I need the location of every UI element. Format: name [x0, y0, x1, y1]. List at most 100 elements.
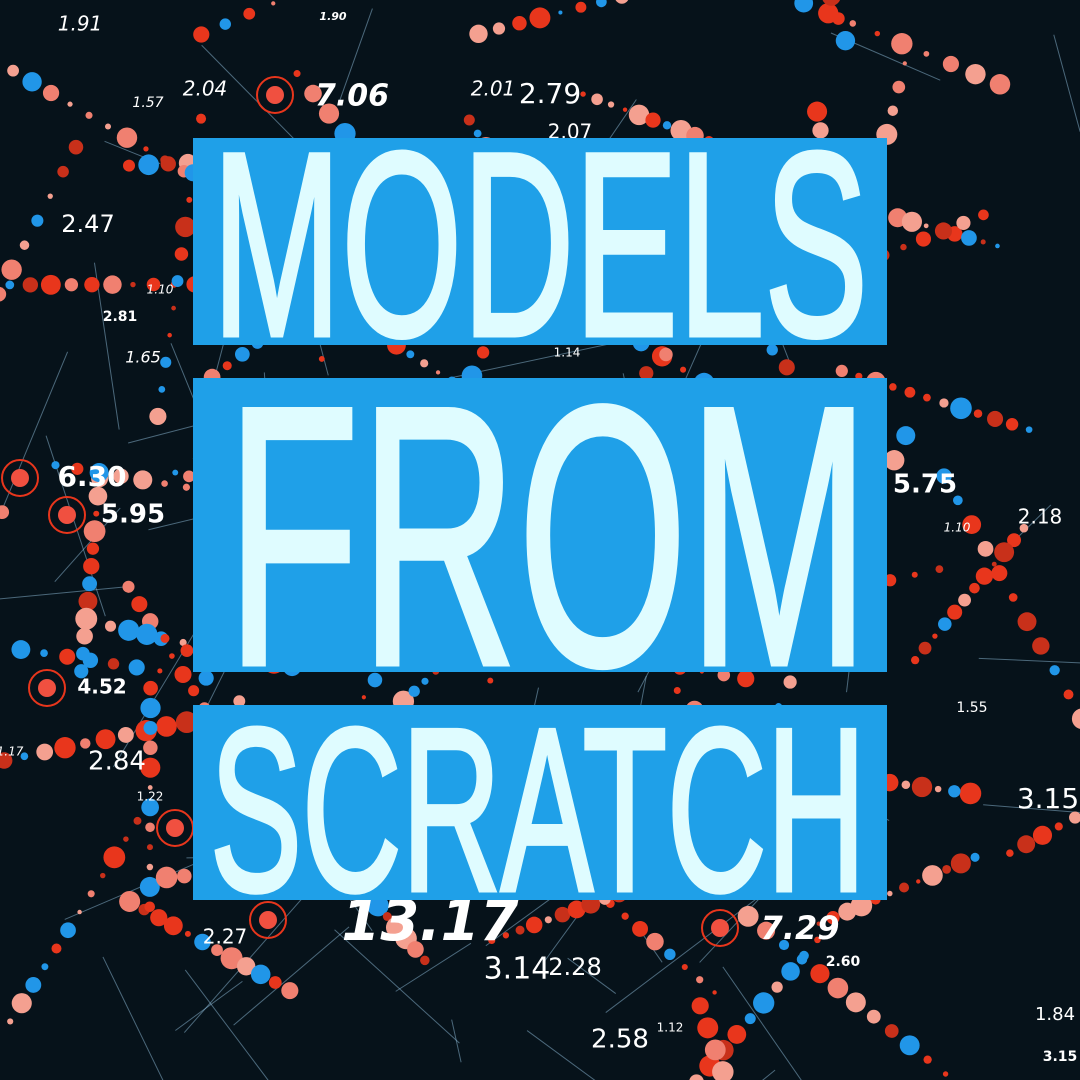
- dot: [167, 332, 172, 338]
- dot: [138, 154, 159, 176]
- dot: [883, 574, 897, 587]
- dot: [904, 386, 916, 398]
- number-label: 4.52: [77, 675, 126, 699]
- ring: [256, 76, 294, 114]
- dot: [259, 911, 277, 929]
- dot: [119, 890, 141, 912]
- streak: [54, 507, 121, 583]
- number-label: 3.15: [1043, 1049, 1078, 1065]
- dot: [408, 685, 420, 697]
- dot: [188, 685, 200, 697]
- dot: [512, 15, 527, 31]
- dot: [607, 101, 615, 108]
- dot: [196, 113, 207, 124]
- dot: [51, 461, 60, 470]
- dot: [281, 982, 299, 1000]
- dot: [177, 667, 189, 679]
- streak: [567, 957, 617, 994]
- dot: [970, 852, 980, 862]
- dot: [88, 486, 108, 506]
- dot: [783, 675, 797, 689]
- number-label: 7.06: [315, 79, 389, 114]
- dot: [123, 836, 129, 842]
- dot: [266, 86, 284, 104]
- dot: [145, 822, 155, 833]
- number-label: 2.84: [88, 747, 146, 777]
- dot: [80, 738, 91, 749]
- dot: [71, 462, 84, 475]
- dot: [473, 129, 482, 138]
- streak: [184, 969, 269, 1080]
- dot: [243, 7, 256, 20]
- dot: [469, 24, 488, 44]
- dot: [887, 105, 899, 116]
- dot: [87, 890, 95, 898]
- streak: [699, 893, 765, 963]
- dot: [646, 932, 664, 951]
- number-label: 3.15: [1017, 782, 1079, 815]
- dot: [615, 0, 629, 4]
- dot: [810, 964, 830, 984]
- dot: [143, 720, 158, 735]
- dot: [712, 1061, 734, 1080]
- dot: [175, 216, 196, 238]
- dot: [757, 921, 776, 940]
- dot: [918, 641, 932, 655]
- dot: [704, 1039, 726, 1061]
- number-label: 2.58: [591, 1025, 649, 1055]
- dot: [476, 346, 490, 359]
- number-label: 3.14: [484, 952, 551, 987]
- dot: [901, 211, 922, 232]
- dot: [143, 680, 158, 696]
- dot: [0, 286, 7, 302]
- dot: [1032, 637, 1050, 655]
- dot: [935, 565, 944, 573]
- dot: [645, 112, 661, 128]
- number-label: 2.27: [203, 925, 248, 949]
- dot: [157, 668, 163, 674]
- dot: [727, 1025, 747, 1044]
- dot: [113, 468, 129, 484]
- dot: [922, 865, 943, 886]
- dot: [118, 619, 140, 641]
- title-box: [193, 138, 887, 345]
- dot: [7, 64, 19, 77]
- dot: [93, 510, 100, 517]
- dot: [781, 962, 800, 981]
- dot: [60, 922, 76, 939]
- dot: [950, 397, 972, 420]
- dot: [19, 240, 30, 250]
- dot: [105, 620, 117, 632]
- dot: [896, 426, 916, 446]
- dot: [950, 853, 971, 874]
- dot: [95, 729, 116, 750]
- dot: [662, 121, 672, 130]
- streak: [395, 942, 472, 992]
- dot: [233, 695, 246, 708]
- dot: [107, 658, 120, 670]
- dot: [182, 483, 190, 491]
- dot: [899, 882, 910, 893]
- title-box: [193, 378, 887, 672]
- dot: [220, 947, 243, 970]
- dot: [822, 0, 841, 6]
- streak: [0, 586, 129, 600]
- dot: [923, 393, 931, 402]
- dot: [268, 976, 282, 989]
- streak: [526, 1030, 596, 1080]
- dot: [123, 159, 136, 172]
- dot: [525, 916, 543, 934]
- dot: [487, 677, 494, 684]
- dot: [22, 277, 39, 293]
- number-label: 2.04: [183, 77, 228, 101]
- dot: [463, 114, 475, 126]
- number-label: 1.10: [147, 283, 174, 297]
- dot: [58, 506, 76, 524]
- dot: [177, 868, 192, 884]
- dot: [1005, 418, 1019, 431]
- dot: [1025, 426, 1033, 433]
- dot: [42, 84, 60, 102]
- number-label: 1.65: [125, 348, 161, 367]
- dot: [502, 932, 510, 939]
